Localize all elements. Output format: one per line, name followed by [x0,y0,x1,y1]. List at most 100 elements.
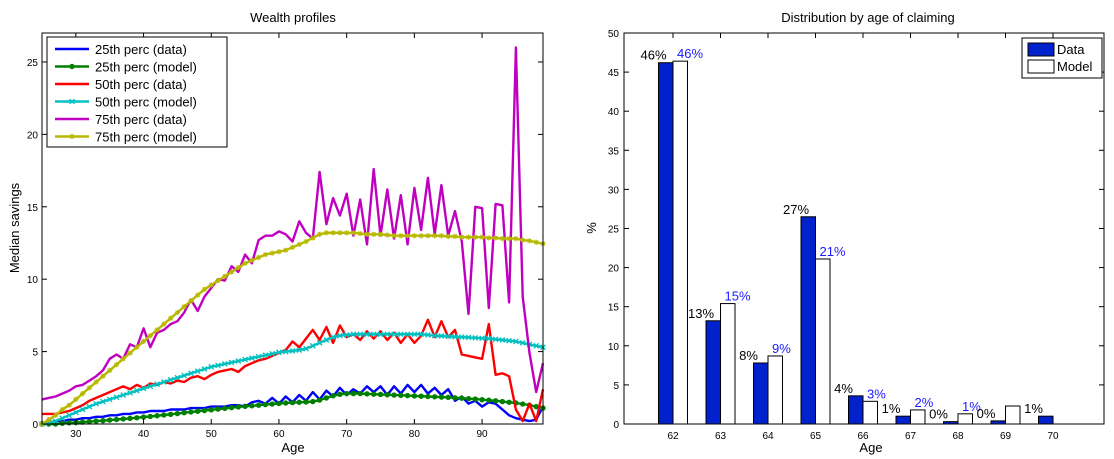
data-point [228,269,235,275]
data-point [465,395,472,402]
data-point [235,265,241,271]
x-tick-label: 70 [1047,431,1059,442]
data-point [181,372,188,379]
data-point [513,338,519,345]
data-point [404,233,411,239]
series-line [42,318,545,423]
data-point [309,342,316,349]
data-label: 15% [725,289,751,304]
x-tick-label: 69 [1000,431,1012,442]
x-tick-label: 63 [715,431,727,442]
series-2 [42,318,545,423]
series-layer [39,46,546,427]
data-point [472,396,478,402]
data-point [445,394,451,401]
bar [705,320,721,425]
data-point [411,331,418,338]
bar [1005,405,1021,425]
data-point [452,233,458,240]
series-line [41,46,545,401]
data-point [506,399,512,405]
data-point [66,412,72,419]
data-point [330,334,337,341]
data-point [46,417,52,423]
data-point [242,403,248,410]
y-tick-label: 5 [613,381,619,392]
data-point [384,331,391,338]
data-point [513,236,519,242]
data-point [357,390,363,397]
y-tick-label: 30 [608,185,620,196]
data-point [133,387,140,394]
y-tick-label: 45 [608,68,620,79]
axis-ticks: 30 40 50 60 70 80 90 0 5 10 15 20 25 [27,33,543,440]
data-point [533,239,539,245]
y-axis-label: % [584,222,599,234]
data-point [357,230,363,237]
data-point [140,338,147,345]
data-point [377,331,384,338]
data-point [86,385,92,391]
data-point [79,406,86,413]
data-point [93,400,100,407]
wealth-profiles-chart: Wealth profiles 30 40 50 60 70 80 90 0 5 10 15 20 25… [7,10,546,455]
data-point [276,249,282,255]
legend: 25th perc (data) 25th perc (model) 50th pe… [46,36,228,148]
data-point [120,356,126,362]
data-point [438,394,445,400]
y-tick-label: 20 [608,264,620,275]
data-point [350,390,357,397]
data-point [323,337,330,343]
data-label: 1% [882,401,901,416]
x-tick-label: 66 [857,431,869,442]
data-point [370,331,377,338]
legend-label: 75th perc (data) [95,112,187,127]
data-point [296,347,303,354]
data-point [492,398,499,404]
data-point [485,335,492,342]
data-point [228,404,235,411]
y-tick-label: 0 [613,420,619,431]
legend-label: Model [1057,59,1093,74]
data-point [222,273,228,279]
data-point [242,356,249,363]
data-label: 2% [915,395,934,410]
legend-marker [69,133,75,140]
data-point [506,236,512,242]
data-label: 8% [739,348,758,363]
data-point [486,397,492,403]
data-point [364,331,370,338]
y-tick-label: 10 [608,342,620,353]
data-point [167,411,174,417]
data-point [411,233,417,239]
data-point [438,333,445,339]
data-point [262,401,269,408]
data-point [404,331,411,338]
data-point [418,393,424,399]
data-point [107,367,113,374]
data-point [479,234,485,240]
data-point [404,392,411,399]
plot-area [624,33,1104,424]
data-point [127,350,133,356]
data-point [316,231,323,237]
data-point [289,399,296,406]
data-point [330,230,336,236]
data-point [337,230,343,236]
data-point [140,385,147,392]
x-tick-label: 64 [762,431,774,442]
y-tick-label: 25 [608,225,620,236]
data-point [303,399,309,405]
data-point [520,237,526,243]
bar [910,409,926,425]
series-3 [39,331,546,427]
data-point [310,235,316,241]
data-point [344,230,350,236]
data-point [201,286,208,292]
data-point [499,236,505,242]
data-point [459,234,465,240]
data-point [499,398,506,405]
data-point [249,403,255,409]
data-point [472,234,478,240]
data-point [445,333,452,340]
